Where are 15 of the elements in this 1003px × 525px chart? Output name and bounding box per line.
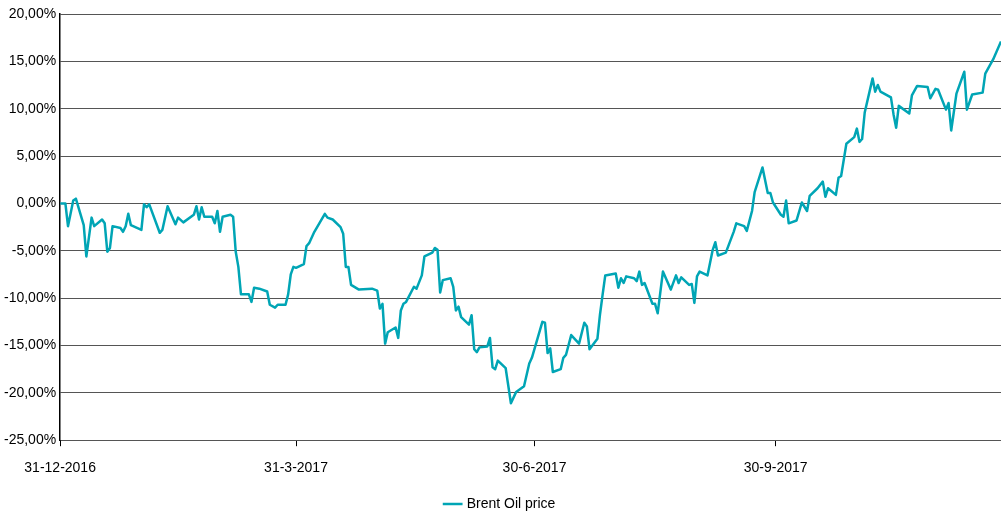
y-tick-label: -15,00% (3, 336, 57, 353)
y-tick-label: -10,00% (3, 288, 57, 305)
y-tick-label: 5,00% (16, 146, 57, 163)
y-tick-label: 15,00% (8, 52, 57, 69)
y-tick-label: 0,00% (16, 194, 57, 211)
x-tick-label: 31-12-2016 (24, 459, 97, 476)
x-tick-label: 30-9-2017 (743, 459, 808, 476)
y-tick-label: 10,00% (8, 99, 57, 116)
y-tick-label: 20,00% (8, 4, 57, 21)
y-tick-label: -5,00% (11, 241, 57, 258)
legend-label: Brent Oil price (466, 494, 556, 511)
x-tick-label: 30-6-2017 (502, 459, 567, 476)
y-tick-label: -25,00% (3, 431, 57, 448)
x-tick-label: 31-3-2017 (264, 459, 329, 476)
y-tick-label: -20,00% (3, 383, 57, 400)
